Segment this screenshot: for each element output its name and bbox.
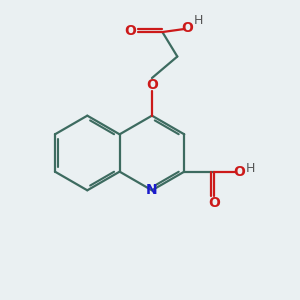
Text: H: H — [245, 162, 255, 175]
Text: O: O — [124, 25, 136, 38]
Text: O: O — [146, 78, 158, 92]
Text: H: H — [194, 14, 203, 27]
Text: O: O — [208, 196, 220, 210]
Text: N: N — [146, 183, 158, 197]
Text: O: O — [233, 165, 245, 178]
Text: O: O — [182, 22, 194, 35]
